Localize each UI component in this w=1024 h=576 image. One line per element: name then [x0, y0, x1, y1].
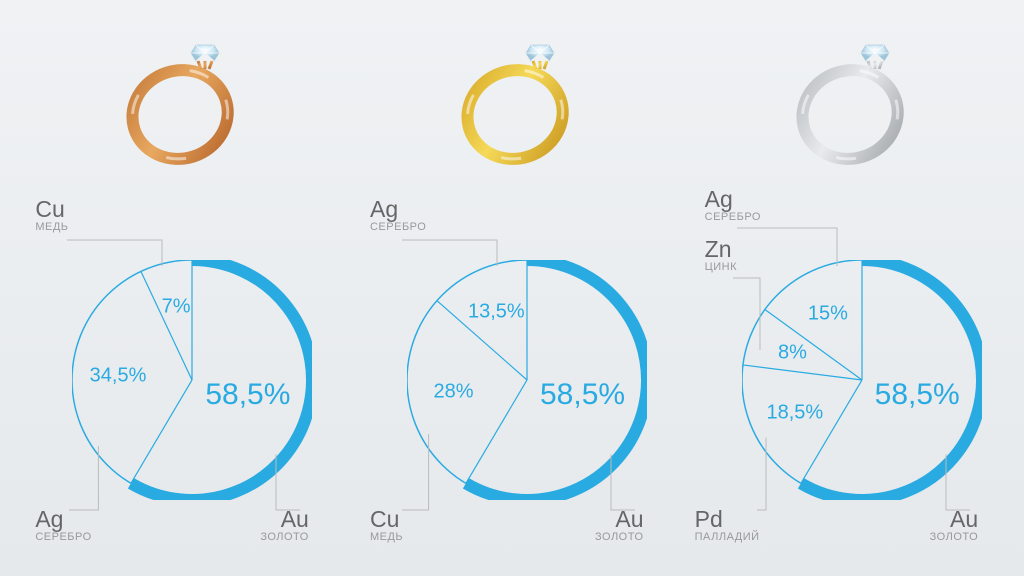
panel-2: 58,5%18,5%8%15%AgСЕРЕБРОZnЦИНКPdПАЛЛАДИЙ…	[687, 10, 1007, 566]
element-name: ЗОЛОТО	[260, 531, 309, 544]
callout-ag: AgСЕРЕБРО	[370, 198, 426, 234]
element-name: ПАЛЛАДИЙ	[695, 531, 760, 544]
callout-au: AuЗОЛОТО	[595, 508, 644, 544]
callout-pd: PdПАЛЛАДИЙ	[695, 508, 760, 544]
callout-au: AuЗОЛОТО	[260, 508, 309, 544]
element-name: СЕРЕБРО	[35, 531, 91, 544]
callout-zn: ZnЦИНК	[705, 238, 737, 274]
leader-lines	[352, 180, 672, 550]
element-symbol: Cu	[370, 508, 403, 531]
ring-image	[432, 10, 592, 180]
infographic-container: 58,5%34,5%7%CuМЕДЬAgСЕРЕБРОAuЗОЛОТО 58,5…	[0, 0, 1024, 576]
element-name: СЕРЕБРО	[370, 221, 426, 234]
callout-ag: AgСЕРЕБРО	[705, 188, 761, 224]
element-symbol: Pd	[695, 508, 760, 531]
panel-0: 58,5%34,5%7%CuМЕДЬAgСЕРЕБРОAuЗОЛОТО	[17, 10, 337, 566]
ring-illustration	[97, 15, 257, 175]
callout-cu: CuМЕДЬ	[370, 508, 403, 544]
pie-chart: 58,5%34,5%7%CuМЕДЬAgСЕРЕБРОAuЗОЛОТО	[17, 180, 337, 550]
element-symbol: Ag	[370, 198, 426, 221]
element-name: ЗОЛОТО	[595, 531, 644, 544]
leader-lines	[687, 180, 1007, 550]
element-name: МЕДЬ	[35, 221, 68, 234]
pie-chart: 58,5%18,5%8%15%AgСЕРЕБРОZnЦИНКPdПАЛЛАДИЙ…	[687, 180, 1007, 550]
leader-lines	[17, 180, 337, 550]
element-symbol: Au	[260, 508, 309, 531]
element-symbol: Ag	[705, 188, 761, 211]
element-symbol: Zn	[705, 238, 737, 261]
element-name: МЕДЬ	[370, 531, 403, 544]
ring-image	[767, 10, 927, 180]
pie-chart: 58,5%28%13,5%AgСЕРЕБРОCuМЕДЬAuЗОЛОТО	[352, 180, 672, 550]
element-symbol: Au	[930, 508, 979, 531]
panel-1: 58,5%28%13,5%AgСЕРЕБРОCuМЕДЬAuЗОЛОТО	[352, 10, 672, 566]
element-symbol: Cu	[35, 198, 68, 221]
element-name: СЕРЕБРО	[705, 211, 761, 224]
callout-ag: AgСЕРЕБРО	[35, 508, 91, 544]
element-name: ЗОЛОТО	[930, 531, 979, 544]
ring-image	[97, 10, 257, 180]
element-symbol: Ag	[35, 508, 91, 531]
callout-cu: CuМЕДЬ	[35, 198, 68, 234]
element-symbol: Au	[595, 508, 644, 531]
element-name: ЦИНК	[705, 261, 737, 274]
ring-illustration	[767, 15, 927, 175]
callout-au: AuЗОЛОТО	[930, 508, 979, 544]
ring-illustration	[432, 15, 592, 175]
